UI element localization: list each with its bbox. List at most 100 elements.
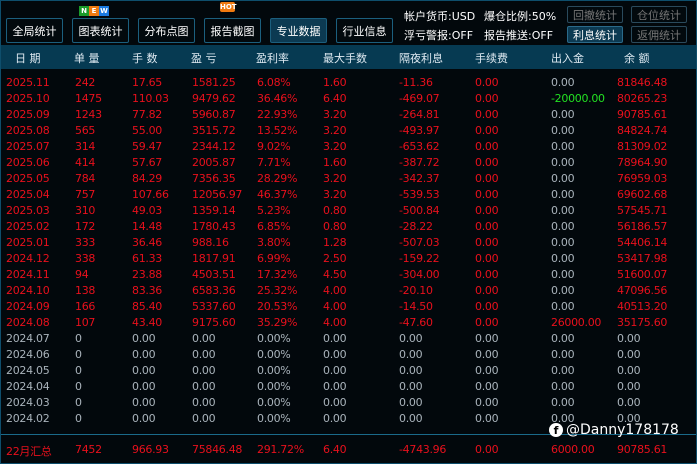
table-cell: 59.47 (132, 140, 162, 153)
table-cell: 0.00 (475, 380, 499, 393)
table-cell: 0.00 (399, 380, 423, 393)
table-cell: 757 (75, 188, 96, 201)
table-cell: 9175.60 (192, 316, 236, 329)
table-cell: 5.23% (257, 204, 291, 217)
column-header[interactable]: 盈 亏 (191, 52, 217, 65)
table-cell: -11.36 (399, 76, 433, 89)
table-cell: 988.16 (192, 236, 229, 249)
table-cell: 77.82 (132, 108, 162, 121)
table-cell: -493.97 (399, 124, 440, 137)
table-cell: 314 (75, 140, 96, 153)
column-header[interactable]: 日 期 (15, 52, 41, 65)
table-cell: 0.00 (132, 364, 156, 377)
table-cell: 0.00 (399, 396, 423, 409)
table-cell: 2025.02 (6, 220, 50, 233)
table-cell: 2025.03 (6, 204, 50, 217)
table-cell: 2024.11 (6, 268, 50, 281)
position-stats-button[interactable]: 仓位统计 (631, 6, 687, 23)
table-cell: 0.00 (132, 412, 156, 425)
table-cell: -469.07 (399, 92, 440, 105)
table-cell: -4743.96 (399, 443, 447, 456)
column-header[interactable]: 出入金 (551, 52, 584, 65)
table-cell: 0.00 (192, 348, 216, 361)
table-row: 2025.01 333 36.46 988.16 3.80% 1.28 -507.03 0.0… (1, 236, 691, 252)
table-cell: 0.00 (551, 124, 575, 137)
table-cell: 0.00 (323, 396, 347, 409)
table-cell: 26000.00 (551, 316, 602, 329)
table-cell: 3515.72 (192, 124, 236, 137)
table-cell: 0 (75, 332, 82, 345)
table-cell: 80265.23 (617, 92, 668, 105)
table-cell: 0.00 (475, 236, 499, 249)
table-cell: 1817.91 (192, 252, 236, 265)
table-cell: 0.00 (192, 332, 216, 345)
column-header[interactable]: 单 量 (74, 52, 100, 65)
table-row: 2025.06 414 57.67 2005.87 7.71% 1.60 -387.72 0.… (1, 156, 691, 172)
table-cell: 2.50 (323, 252, 347, 265)
table-cell: 242 (75, 76, 96, 89)
table-cell: 166 (75, 300, 96, 313)
table-cell: 28.29% (257, 172, 298, 185)
table-cell: 43.40 (132, 316, 162, 329)
table-cell: 0.00 (475, 108, 499, 121)
pro-data-button[interactable]: 专业数据 (270, 18, 327, 43)
table-cell: 2025.07 (6, 140, 50, 153)
table-cell: 2005.87 (192, 156, 236, 169)
table-cell: 0.00 (475, 92, 499, 105)
report-screenshot-button[interactable]: 报告截图 (204, 18, 261, 43)
column-header[interactable]: 盈利率 (256, 52, 289, 65)
table-cell: 172 (75, 220, 96, 233)
table-cell: 0.00 (475, 348, 499, 361)
table-cell: 0.00% (257, 364, 291, 377)
table-row: 2025.09 1243 77.82 5960.87 22.93% 3.20 -264.81… (1, 108, 691, 124)
interest-stats-button[interactable]: 利息统计 (567, 26, 623, 43)
table-row: 2025.11 242 17.65 1581.25 6.08% 1.60 -11.36 0.0… (1, 76, 691, 92)
table-cell: 0.00 (617, 396, 641, 409)
table-cell: 14.48 (132, 220, 162, 233)
rebate-stats-button[interactable]: 返佣统计 (631, 26, 687, 43)
global-stats-button[interactable]: 全局统计 (6, 18, 63, 43)
column-header[interactable]: 最大手数 (323, 52, 367, 65)
drawdown-stats-button[interactable]: 回撤统计 (567, 6, 623, 23)
table-row: 2025.05 784 84.29 7356.35 28.29% 3.20 -342.37 0… (1, 172, 691, 188)
summary-divider (1, 434, 696, 435)
table-cell: 0 (75, 380, 82, 393)
industry-info-button[interactable]: 行业信息 (336, 18, 393, 43)
chart-stats-button[interactable]: 图表统计 (72, 18, 129, 43)
table-cell: 1475 (75, 92, 102, 105)
table-cell: 0.00 (399, 412, 423, 425)
table-row: 2025.10 1475 110.03 9479.62 36.46% 6.40 -469.0… (1, 92, 691, 108)
column-header[interactable]: 余 额 (624, 52, 650, 65)
table-cell: 291.72% (257, 443, 304, 456)
table-cell: 0.00 (551, 268, 575, 281)
table-cell: 5337.60 (192, 300, 236, 313)
table-row: 2024.06 0 0.00 0.00 0.00% 0.00 0.00 0.00 0.00 0.0… (1, 348, 691, 364)
table-cell: 138 (75, 284, 96, 297)
float-loss-alert[interactable]: 浮亏警报:OFF (404, 29, 474, 42)
table-cell: 966.93 (132, 443, 169, 456)
table-cell: 54406.14 (617, 236, 668, 249)
column-header[interactable]: 隔夜利息 (399, 52, 443, 65)
table-cell: 35.29% (257, 316, 298, 329)
column-header[interactable]: 手续费 (475, 52, 508, 65)
table-cell: 0.00 (475, 268, 499, 281)
watermark: f @Danny178178 (549, 422, 679, 438)
table-cell: 0.00 (192, 396, 216, 409)
table-cell: 0.00% (257, 380, 291, 393)
report-push[interactable]: 报告推送:OFF (484, 29, 554, 42)
table-cell: 0.00 (551, 284, 575, 297)
column-header[interactable]: 手 数 (132, 52, 158, 65)
new-badge: N E W (79, 6, 109, 16)
table-cell: 4.00 (323, 316, 347, 329)
table-cell: 110.03 (132, 92, 169, 105)
table-cell: 0.00 (475, 396, 499, 409)
table-cell: -387.72 (399, 156, 440, 169)
table-cell: 784 (75, 172, 96, 185)
summary-row: 22月汇总 7452 966.93 75846.48 291.72% 6.40 -4743.… (1, 443, 691, 459)
table-cell: 2024.08 (6, 316, 50, 329)
table-cell: 0.00 (551, 188, 575, 201)
table-row: 2024.10 138 83.36 6583.36 25.32% 4.00 -20.10 0.… (1, 284, 691, 300)
distribution-plot-button[interactable]: 分布点图 (138, 18, 195, 43)
table-cell: 0.00 (551, 364, 575, 377)
table-cell: -342.37 (399, 172, 440, 185)
